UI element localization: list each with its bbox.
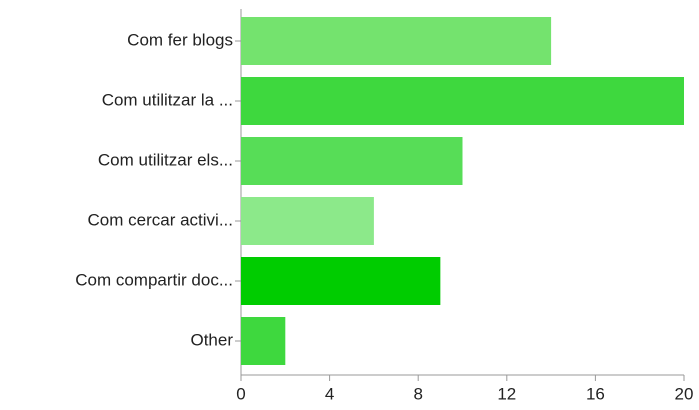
x-tick-label: 16 xyxy=(586,384,605,403)
y-tick-label: Com fer blogs xyxy=(127,30,233,49)
y-tick-label: Com compartir doc... xyxy=(75,270,233,289)
bar xyxy=(241,257,441,305)
x-tick-label: 0 xyxy=(236,384,245,403)
bar xyxy=(241,197,374,245)
y-tick-label: Other xyxy=(190,330,233,349)
bar xyxy=(241,137,463,185)
x-tick-label: 8 xyxy=(413,384,422,403)
x-tick-label: 20 xyxy=(675,384,694,403)
y-tick-label: Com utilitzar els... xyxy=(98,150,233,169)
x-tick-label: 4 xyxy=(325,384,334,403)
bar xyxy=(241,17,552,65)
bar xyxy=(241,317,286,365)
y-tick-label: Com cercar activi... xyxy=(88,210,233,229)
bar xyxy=(241,77,684,125)
y-tick-label: Com utilitzar la ... xyxy=(102,90,233,109)
x-tick-label: 12 xyxy=(497,384,516,403)
